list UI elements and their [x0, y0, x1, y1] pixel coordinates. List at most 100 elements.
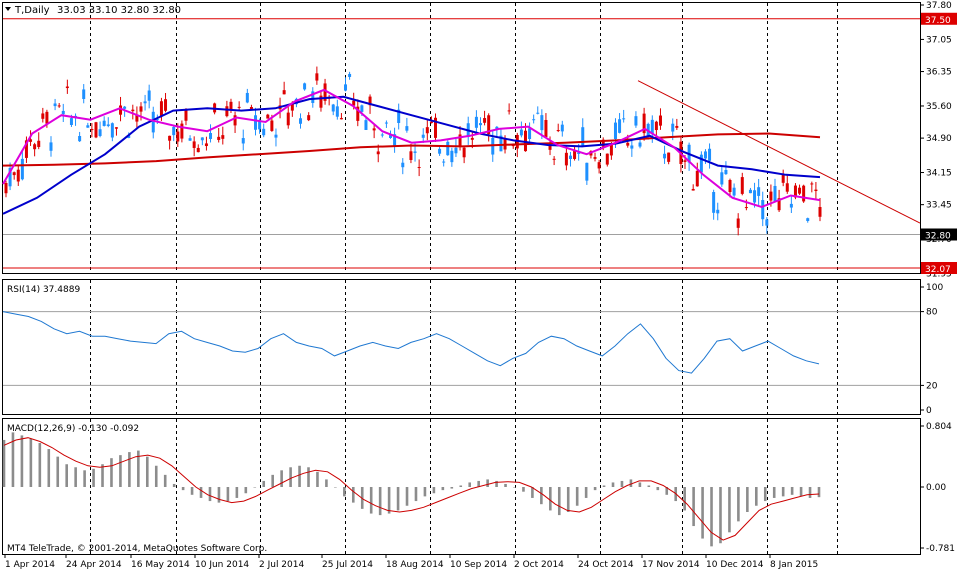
- candle-body: [605, 153, 609, 165]
- macd-histogram-bar: [316, 471, 319, 487]
- macd-histogram-bar: [799, 487, 803, 497]
- candle-body: [69, 118, 73, 125]
- candle-body: [560, 124, 564, 132]
- candle-body: [519, 129, 523, 136]
- x-tick-label: 25 Jul 2014: [322, 560, 373, 570]
- x-tick-label: 17 Nov 2014: [642, 560, 700, 570]
- macd-histogram-bar: [38, 442, 42, 487]
- candle-body: [299, 118, 303, 124]
- price-tag: [921, 262, 957, 274]
- candle-body: [581, 127, 585, 146]
- macd-tick-label: 0.00: [926, 483, 946, 493]
- candle-body: [348, 73, 352, 77]
- macd-histogram-bar: [253, 487, 257, 488]
- candle-body: [438, 148, 442, 154]
- macd-panel: [2, 432, 821, 547]
- candle-body: [29, 139, 33, 142]
- macd-histogram-bar: [665, 487, 669, 495]
- symbol-label: T,Daily: [14, 5, 50, 16]
- price-tag-label: 32.07: [925, 265, 951, 275]
- price-tick-label: 34.15: [926, 169, 952, 179]
- candle-body: [577, 152, 581, 154]
- x-tick-label: 10 Jun 2014: [195, 560, 249, 570]
- candle-body: [593, 157, 597, 159]
- macd-histogram-bar: [450, 487, 454, 489]
- candle-body: [793, 185, 797, 198]
- candle-body: [597, 162, 601, 169]
- collapse-triangle-icon[interactable]: [5, 7, 11, 11]
- candle-body: [699, 154, 703, 173]
- candle-body: [147, 90, 151, 101]
- rsi-panel-frame: [2, 279, 921, 415]
- candle-body: [568, 155, 572, 159]
- macd-histogram-bar: [414, 487, 418, 502]
- candle-body: [90, 129, 94, 131]
- candle-body: [164, 99, 168, 111]
- candle-body: [483, 118, 487, 123]
- candle-body: [335, 106, 339, 117]
- candle-body: [155, 119, 159, 121]
- candle-body: [196, 147, 200, 153]
- x-tick-label: 18 Aug 2014: [386, 560, 444, 570]
- macd-histogram-bar: [128, 452, 131, 487]
- candle-body: [618, 119, 622, 133]
- price-tag-label: 32.80: [925, 231, 951, 241]
- candle-body: [139, 106, 143, 112]
- macd-histogram-bar: [566, 487, 570, 512]
- candle-body: [814, 189, 818, 192]
- candle-body: [671, 123, 675, 132]
- macd-histogram-bar: [387, 487, 391, 514]
- ohlc-label: 33.03 33.10 32.80 32.80: [57, 5, 181, 16]
- macd-histogram-bar: [208, 487, 212, 502]
- candle-body: [65, 86, 69, 89]
- macd-histogram-bar: [701, 487, 704, 539]
- candle-body: [249, 107, 253, 110]
- candle-body: [221, 135, 225, 139]
- macd-histogram-bar: [226, 487, 230, 502]
- candle-body: [650, 119, 654, 135]
- candle-body: [135, 114, 139, 122]
- candle-body: [474, 116, 478, 128]
- macd-histogram-bar: [817, 487, 821, 498]
- macd-histogram-bar: [396, 487, 400, 511]
- candle-body: [532, 119, 536, 121]
- candle-body: [24, 140, 28, 158]
- macd-histogram-bar: [423, 487, 427, 497]
- candle-body: [389, 134, 393, 138]
- candle-body: [270, 120, 274, 131]
- macd-histogram-bar: [199, 487, 203, 498]
- macd-histogram-bar: [378, 487, 382, 516]
- macd-histogram-bar: [755, 487, 758, 506]
- candle-body: [254, 115, 258, 130]
- candle-body: [781, 174, 785, 183]
- rsi-tick-label: 0: [926, 406, 932, 416]
- candle-body: [609, 143, 613, 156]
- candle-body: [106, 124, 110, 126]
- candle-body: [274, 134, 278, 138]
- macd-histogram-bar: [190, 487, 194, 495]
- candle-body: [331, 104, 335, 112]
- price-tag: [921, 228, 957, 241]
- candle-body: [507, 110, 511, 112]
- candle-body: [368, 96, 372, 106]
- candle-body: [458, 134, 462, 146]
- candle-body: [393, 134, 397, 147]
- candle-body: [442, 161, 446, 163]
- macd-histogram-bar: [181, 487, 185, 491]
- macd-histogram-bar: [746, 487, 749, 512]
- candle-body: [556, 130, 560, 132]
- candle-body: [119, 105, 123, 115]
- candle-body: [102, 120, 106, 126]
- candle-body: [258, 119, 262, 130]
- candle-body: [511, 145, 515, 147]
- macd-histogram-bar: [369, 487, 373, 514]
- x-tick-label: 1 Apr 2014: [5, 560, 55, 570]
- candle-body: [262, 128, 266, 136]
- candle-body: [548, 144, 552, 150]
- macd-histogram-bar: [692, 487, 695, 527]
- macd-histogram-bar: [65, 464, 68, 487]
- macd-histogram-bar: [172, 483, 176, 487]
- macd-histogram-bar: [459, 485, 463, 487]
- macd-histogram-bar: [584, 487, 588, 498]
